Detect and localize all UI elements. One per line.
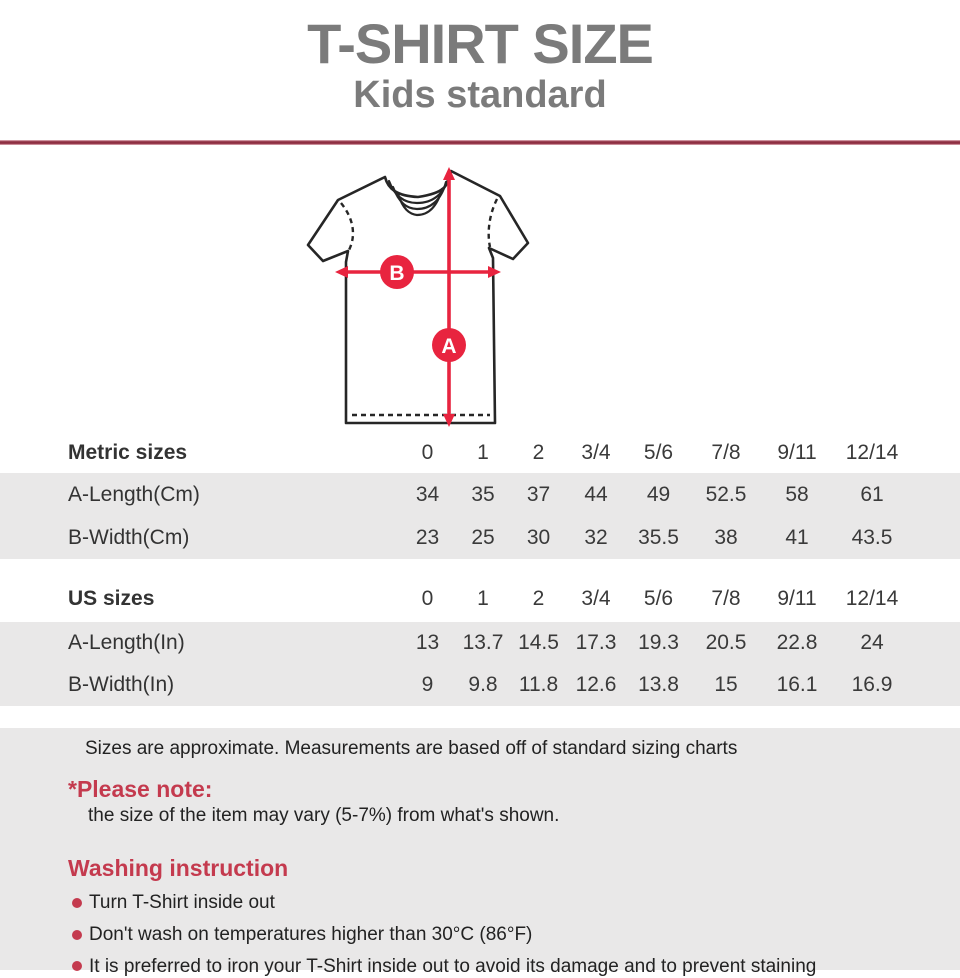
size-value-cell: 15	[691, 664, 761, 706]
us-sizes-header-row: US sizes 0 1 2 3/4 5/6 7/8 9/11 12/14	[0, 576, 960, 622]
table-row-b-width-cm: B-Width(Cm) 23 25 30 32 35.5 38 41 43.5	[0, 516, 960, 559]
size-column-header: 0	[400, 432, 455, 473]
us-sizes-label: US sizes	[68, 576, 400, 622]
size-value-cell: 24	[833, 622, 911, 664]
washing-item-text: It is preferred to iron your T-Shirt ins…	[89, 955, 816, 978]
size-value-cell: 44	[566, 473, 626, 516]
size-value-cell: 20.5	[691, 622, 761, 664]
size-value-cell: 9	[400, 664, 455, 706]
size-value-cell: 9.8	[455, 664, 511, 706]
size-column-header: 3/4	[566, 576, 626, 622]
notes-section: Sizes are approximate. Measurements are …	[0, 728, 960, 970]
page-subtitle: Kids standard	[0, 76, 960, 114]
washing-list-item: It is preferred to iron your T-Shirt ins…	[72, 955, 960, 978]
size-value-cell: 16.1	[761, 664, 833, 706]
table-row-a-length-cm: A-Length(Cm) 34 35 37 44 49 52.5 58 61	[0, 473, 960, 516]
us-rows-band: A-Length(In) 13 13.7 14.5 17.3 19.3 20.5…	[0, 622, 960, 706]
row-label: B-Width(Cm)	[68, 516, 400, 559]
size-value-cell: 22.8	[761, 622, 833, 664]
size-value-cell: 34	[400, 473, 455, 516]
size-value-cell: 41	[761, 516, 833, 559]
size-value-cell: 11.8	[511, 664, 566, 706]
table-notes-gap	[0, 706, 960, 728]
size-column-header: 5/6	[626, 576, 691, 622]
size-column-header: 12/14	[833, 432, 911, 473]
size-column-header: 2	[511, 576, 566, 622]
please-note-heading: *Please note:	[68, 776, 960, 803]
washing-instruction-list: Turn T-Shirt inside out Don't wash on te…	[0, 891, 960, 978]
size-column-header: 9/11	[761, 576, 833, 622]
table-row-b-width-in: B-Width(In) 9 9.8 11.8 12.6 13.8 15 16.1…	[0, 664, 960, 706]
size-value-cell: 43.5	[833, 516, 911, 559]
table-section-gap	[0, 559, 960, 576]
table-row-a-length-in: A-Length(In) 13 13.7 14.5 17.3 19.3 20.5…	[0, 622, 960, 664]
size-value-cell: 38	[691, 516, 761, 559]
size-value-cell: 19.3	[626, 622, 691, 664]
bullet-icon	[72, 898, 82, 908]
size-value-cell: 58	[761, 473, 833, 516]
measure-label-a: A	[441, 335, 456, 358]
size-column-header: 5/6	[626, 432, 691, 473]
row-label: B-Width(In)	[68, 664, 400, 706]
size-value-cell: 23	[400, 516, 455, 559]
measure-label-b: B	[389, 262, 404, 285]
size-value-cell: 25	[455, 516, 511, 559]
size-value-cell: 61	[833, 473, 911, 516]
approx-note: Sizes are approximate. Measurements are …	[85, 738, 960, 760]
row-label: A-Length(In)	[68, 622, 400, 664]
arrow-left-icon	[335, 266, 348, 278]
size-value-cell: 13	[400, 622, 455, 664]
tshirt-figure: B A	[0, 145, 960, 432]
size-column-header: 7/8	[691, 576, 761, 622]
size-value-cell: 30	[511, 516, 566, 559]
size-value-cell: 32	[566, 516, 626, 559]
washing-instruction-heading: Washing instruction	[68, 855, 960, 882]
size-value-cell: 37	[511, 473, 566, 516]
size-column-header: 9/11	[761, 432, 833, 473]
page-header: T-SHIRT SIZE Kids standard	[0, 0, 960, 140]
size-value-cell: 16.9	[833, 664, 911, 706]
size-value-cell: 35	[455, 473, 511, 516]
size-column-header: 12/14	[833, 576, 911, 622]
row-label: A-Length(Cm)	[68, 473, 400, 516]
bullet-icon	[72, 930, 82, 940]
size-value-cell: 13.7	[455, 622, 511, 664]
washing-list-item: Don't wash on temperatures higher than 3…	[72, 923, 960, 947]
size-value-cell: 17.3	[566, 622, 626, 664]
size-column-header: 3/4	[566, 432, 626, 473]
tshirt-diagram-icon: B A	[290, 160, 550, 432]
metric-sizes-label: Metric sizes	[68, 432, 400, 473]
metric-sizes-header-row: Metric sizes 0 1 2 3/4 5/6 7/8 9/11 12/1…	[0, 432, 960, 473]
size-column-header: 1	[455, 576, 511, 622]
size-column-header: 7/8	[691, 432, 761, 473]
washing-item-text: Don't wash on temperatures higher than 3…	[89, 923, 532, 947]
size-column-header: 1	[455, 432, 511, 473]
washing-list-item: Turn T-Shirt inside out	[72, 891, 960, 915]
size-value-cell: 52.5	[691, 473, 761, 516]
tshirt-outline	[308, 171, 528, 423]
size-value-cell: 14.5	[511, 622, 566, 664]
size-vary-note: the size of the item may vary (5-7%) fro…	[88, 805, 960, 827]
metric-rows-band: A-Length(Cm) 34 35 37 44 49 52.5 58 61 B…	[0, 473, 960, 559]
size-value-cell: 49	[626, 473, 691, 516]
bullet-icon	[72, 961, 82, 971]
size-value-cell: 35.5	[626, 516, 691, 559]
size-value-cell: 13.8	[626, 664, 691, 706]
size-value-cell: 12.6	[566, 664, 626, 706]
size-column-header: 0	[400, 576, 455, 622]
size-column-header: 2	[511, 432, 566, 473]
washing-item-text: Turn T-Shirt inside out	[89, 891, 275, 915]
page-title: T-SHIRT SIZE	[0, 0, 960, 72]
